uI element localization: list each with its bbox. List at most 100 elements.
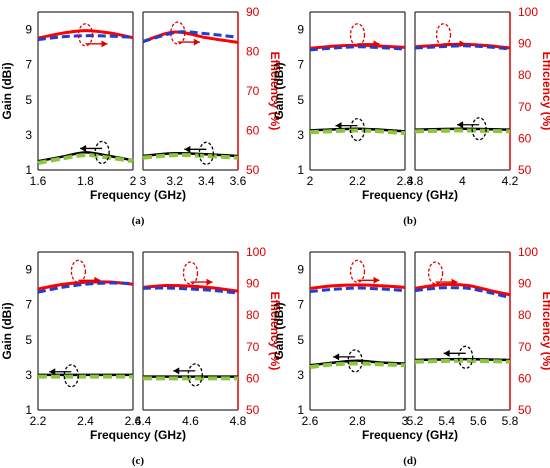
y-tick-label: 3	[25, 368, 32, 382]
y-tick-label: 7	[25, 58, 32, 72]
y-tick-label: 7	[25, 298, 32, 312]
arrow-left-head	[335, 122, 342, 130]
series-red-solid-line	[142, 283, 239, 293]
x-tick-label: 2	[307, 174, 314, 188]
annotation-ellipse	[349, 23, 366, 47]
arrow-left-head	[184, 145, 191, 153]
annotation-ellipse	[182, 261, 199, 285]
annotation-ellipse	[77, 23, 94, 47]
series-blue-dashed-line	[142, 30, 239, 44]
arrow-left-head	[173, 367, 180, 375]
y-tick-label: 7	[297, 58, 304, 72]
series-blue-dashed-line	[142, 286, 239, 295]
y2-tick-label: 90	[518, 37, 532, 51]
series-red-solid-line	[37, 29, 134, 40]
x-tick-label: 2.2	[349, 174, 366, 188]
annotation-ellipse	[427, 261, 444, 285]
annotation-ellipse	[198, 141, 214, 165]
y2-tick-label: 90	[246, 5, 260, 19]
annotation-ellipse	[70, 259, 87, 283]
arrow-right-head	[101, 40, 108, 48]
arrow-right-head	[451, 278, 458, 286]
series-blue-dashed-line	[309, 45, 406, 52]
arrow-left-head	[49, 368, 56, 376]
chart-panel-2: 1 3 5 7 9 50 60 70 80 90 100 Gain (dBi) Efficiency (…	[272, 5, 550, 227]
y-tick-label: 9	[297, 23, 304, 37]
y2-tick-label: 50	[518, 403, 532, 417]
y2-tick-label: 60	[518, 371, 532, 385]
x-tick-label: 3	[140, 174, 147, 188]
x-tick-label: 2.6	[125, 414, 142, 428]
y-tick-label: 5	[25, 333, 32, 347]
y2-tick-label: 60	[246, 124, 260, 138]
y2-tick-label: 60	[518, 131, 532, 145]
y2-axis-label: Efficiency (%)	[268, 292, 282, 371]
annotation-ellipse	[349, 259, 366, 283]
y-tick-label: 9	[25, 263, 32, 277]
y2-axis-label: Efficiency (%)	[268, 52, 282, 131]
y-axis-label: Gain (dBi)	[272, 62, 286, 119]
series-red-solid-line	[309, 283, 406, 290]
y2-tick-label: 70	[518, 340, 532, 354]
arrow-right-head	[373, 276, 380, 284]
y2-axis-label: Efficiency (%)	[540, 292, 550, 371]
y-axis-label: Gain (dBi)	[272, 302, 286, 359]
arrow-right-head	[373, 40, 380, 48]
subplot-2: 3 3.2 3.4 3.6	[140, 11, 247, 188]
series-green-dashed-line	[414, 128, 511, 134]
x-tick-label: 4	[459, 174, 466, 188]
y2-tick-label: 100	[246, 245, 266, 259]
subplot-1: 2.6 2.8 3	[302, 251, 409, 428]
panel-label: (d)	[403, 455, 417, 467]
x-axis-label: Frequency (GHz)	[90, 428, 186, 442]
x-tick-label: 3.8	[407, 174, 424, 188]
annotation-ellipse	[94, 140, 110, 165]
y2-tick-label: 80	[246, 308, 260, 322]
arrow-left-head	[80, 144, 87, 152]
arrow-left-head	[333, 353, 340, 361]
y-tick-label: 3	[297, 128, 304, 142]
y2-tick-label: 80	[518, 68, 532, 82]
arrow-right-head	[193, 38, 200, 46]
chart-panel-4: 1 3 5 7 9 50 60 70 80 90 100 Gain (dBi) Efficiency (…	[272, 245, 550, 467]
x-tick-label: 3.6	[230, 174, 247, 188]
y-tick-label: 9	[25, 23, 32, 37]
y2-tick-label: 80	[246, 45, 260, 59]
subplot-1: 2.2 2.4 2.6	[30, 251, 142, 428]
subplot-1: 1.6 1.8 2	[30, 11, 137, 188]
arrow-right-head	[459, 40, 466, 48]
x-tick-label: 4.8	[230, 414, 247, 428]
y2-tick-label: 90	[518, 277, 532, 291]
series-green-dashed-line	[142, 153, 239, 160]
series-green-dashed-line	[309, 361, 406, 369]
x-tick-label: 1.6	[30, 174, 47, 188]
series-blue-dashed-line	[37, 281, 134, 294]
x-tick-label: 4.4	[135, 414, 152, 428]
y-axis-label: Gain (dBi)	[0, 302, 14, 359]
panel-label: (a)	[132, 215, 145, 227]
series-red-solid-line	[414, 282, 511, 297]
x-tick-label: 2.4	[77, 414, 94, 428]
panel-label: (c)	[132, 455, 145, 467]
series-blue-dashed-line	[309, 286, 406, 293]
arrow-left-head	[443, 349, 450, 357]
x-tick-label: 2.8	[349, 414, 366, 428]
panel-label: (b)	[403, 215, 417, 227]
y-tick-label: 3	[25, 128, 32, 142]
x-tick-label: 5.8	[502, 414, 519, 428]
annotation-ellipse	[471, 117, 487, 141]
x-axis-label: Frequency (GHz)	[362, 428, 458, 442]
subplot-2: 5.2 5.4 5.6 5.8	[407, 251, 519, 428]
subplot-2: 4.4 4.6 4.8	[135, 251, 247, 428]
chart-panel-3: 1 3 5 7 9 50 60 70 80 90 100 Gain (dBi) Efficiency (…	[0, 245, 282, 467]
y-axis-label: Gain (dBi)	[0, 62, 14, 119]
series-green-dashed-line	[37, 153, 134, 165]
y-tick-label: 9	[297, 263, 304, 277]
x-tick-label: 5.2	[407, 414, 424, 428]
y-tick-label: 3	[297, 368, 304, 382]
series-green-dashed-line	[414, 358, 511, 364]
x-tick-label: 1.8	[77, 174, 94, 188]
chart-panel-1: 1 3 5 7 9 50 60 70 80 90 Gain (dBi) Efficiency (%) 1…	[0, 5, 282, 227]
annotation-ellipse	[170, 21, 186, 45]
